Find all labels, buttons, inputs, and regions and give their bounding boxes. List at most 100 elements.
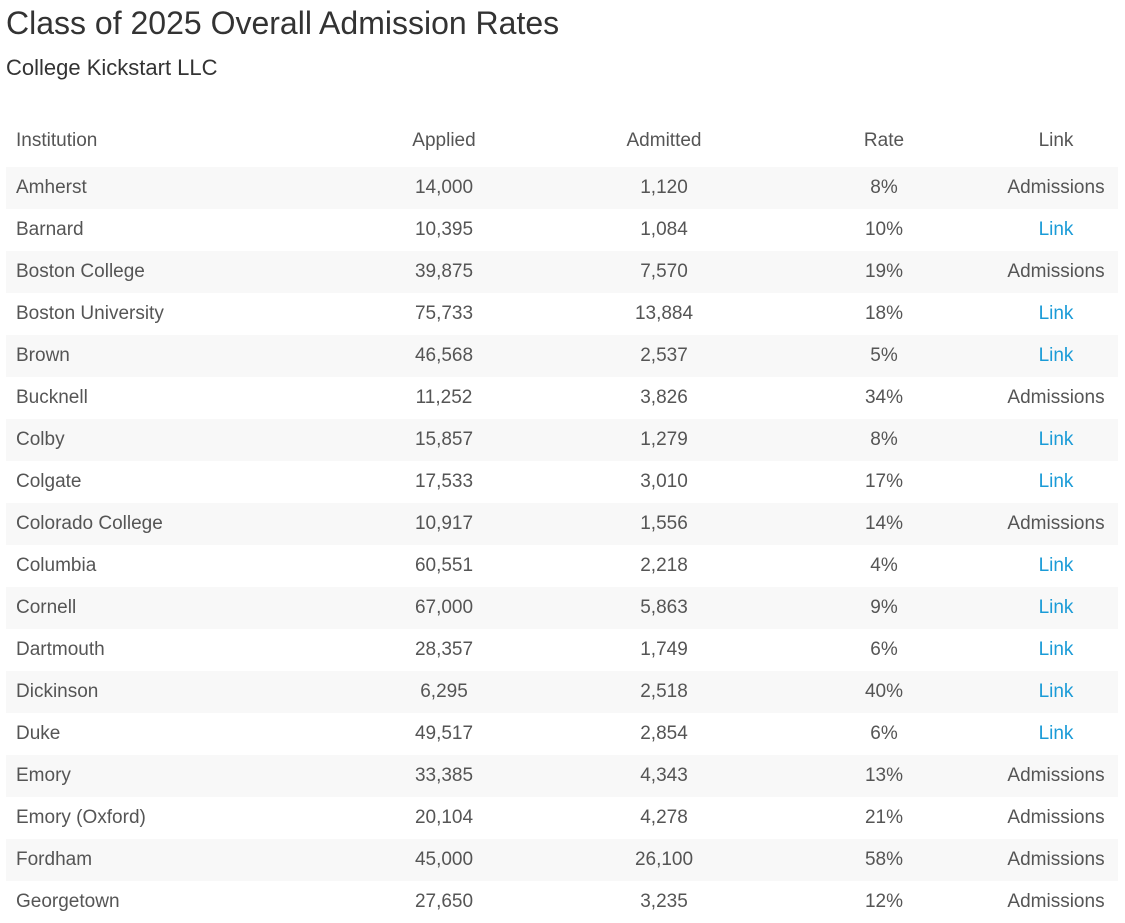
- cell-admitted: 26,100: [554, 839, 774, 881]
- cell-rate: 21%: [774, 797, 994, 839]
- column-header-rate[interactable]: Rate: [863, 130, 905, 151]
- cell-institution: Amherst: [6, 165, 334, 209]
- cell-admitted: 2,537: [554, 335, 774, 377]
- admissions-link[interactable]: Link: [1038, 429, 1074, 450]
- table-row: Fordham 45,000 26,100 58% Admissions: [6, 839, 1118, 881]
- admissions-link[interactable]: Link: [1038, 723, 1074, 744]
- admissions-link[interactable]: Link: [1038, 219, 1074, 240]
- admissions-link[interactable]: Link: [1038, 345, 1074, 366]
- table-header: Institution Applied Admitted Rate Link: [6, 119, 1118, 165]
- cell-admitted: 3,235: [554, 881, 774, 923]
- cell-rate: 34%: [774, 377, 994, 419]
- cell-rate: 17%: [774, 461, 994, 503]
- cell-rate: 10%: [774, 209, 994, 251]
- cell-institution: Duke: [6, 713, 334, 755]
- cell-admitted: 1,749: [554, 629, 774, 671]
- admissions-link[interactable]: Link: [1038, 681, 1074, 702]
- column-header-link[interactable]: Link: [1038, 130, 1074, 151]
- cell-admitted: 2,518: [554, 671, 774, 713]
- admissions-text: Admissions: [1007, 261, 1105, 282]
- admissions-link[interactable]: Link: [1038, 555, 1074, 576]
- admissions-text: Admissions: [1007, 513, 1105, 534]
- cell-applied: 10,395: [334, 209, 554, 251]
- cell-link: Admissions: [994, 755, 1118, 797]
- table-row: Columbia 60,551 2,218 4% Link: [6, 545, 1118, 587]
- table-row: Emory (Oxford) 20,104 4,278 21% Admissions: [6, 797, 1118, 839]
- cell-link: Admissions: [994, 165, 1118, 209]
- admission-rates-table-container: Institution Applied Admitted Rate Link A…: [6, 119, 1118, 923]
- cell-institution: Boston College: [6, 251, 334, 293]
- cell-applied: 14,000: [334, 165, 554, 209]
- cell-institution: Bucknell: [6, 377, 334, 419]
- column-header-institution[interactable]: Institution: [16, 130, 98, 151]
- admissions-link[interactable]: Link: [1038, 639, 1074, 660]
- table-row: Emory 33,385 4,343 13% Admissions: [6, 755, 1118, 797]
- cell-rate: 58%: [774, 839, 994, 881]
- page-title: Class of 2025 Overall Admission Rates: [6, 5, 560, 41]
- cell-institution: Fordham: [6, 839, 334, 881]
- cell-applied: 15,857: [334, 419, 554, 461]
- cell-rate: 6%: [774, 713, 994, 755]
- table-row: Cornell 67,000 5,863 9% Link: [6, 587, 1118, 629]
- cell-admitted: 3,010: [554, 461, 774, 503]
- cell-institution: Colorado College: [6, 503, 334, 545]
- cell-link: Admissions: [994, 251, 1118, 293]
- column-header-applied[interactable]: Applied: [412, 130, 476, 151]
- cell-institution: Dartmouth: [6, 629, 334, 671]
- page-subtitle: College Kickstart LLC: [6, 55, 218, 80]
- cell-applied: 39,875: [334, 251, 554, 293]
- table-row: Dickinson 6,295 2,518 40% Link: [6, 671, 1118, 713]
- admissions-link[interactable]: Link: [1038, 303, 1074, 324]
- cell-admitted: 1,084: [554, 209, 774, 251]
- cell-link: Admissions: [994, 881, 1118, 923]
- cell-link: Link: [994, 545, 1118, 587]
- cell-rate: 18%: [774, 293, 994, 335]
- admissions-link[interactable]: Link: [1038, 471, 1074, 492]
- cell-link: Link: [994, 293, 1118, 335]
- admissions-text: Admissions: [1007, 891, 1105, 912]
- table-row: Dartmouth 28,357 1,749 6% Link: [6, 629, 1118, 671]
- cell-admitted: 4,278: [554, 797, 774, 839]
- admissions-text: Admissions: [1007, 765, 1105, 786]
- cell-link: Admissions: [994, 377, 1118, 419]
- table-row: Colby 15,857 1,279 8% Link: [6, 419, 1118, 461]
- admissions-text: Admissions: [1007, 849, 1105, 870]
- table-header-row: Institution Applied Admitted Rate Link: [6, 119, 1118, 165]
- cell-institution: Colby: [6, 419, 334, 461]
- column-header-admitted[interactable]: Admitted: [626, 130, 702, 151]
- table-row: Boston University 75,733 13,884 18% Link: [6, 293, 1118, 335]
- cell-admitted: 3,826: [554, 377, 774, 419]
- admission-rates-table: Institution Applied Admitted Rate Link A…: [6, 119, 1118, 923]
- cell-rate: 12%: [774, 881, 994, 923]
- cell-link: Link: [994, 587, 1118, 629]
- cell-admitted: 2,218: [554, 545, 774, 587]
- table-row: Duke 49,517 2,854 6% Link: [6, 713, 1118, 755]
- table-row: Georgetown 27,650 3,235 12% Admissions: [6, 881, 1118, 923]
- cell-applied: 6,295: [334, 671, 554, 713]
- cell-link: Admissions: [994, 503, 1118, 545]
- cell-rate: 8%: [774, 419, 994, 461]
- cell-link: Link: [994, 419, 1118, 461]
- table-row: Bucknell 11,252 3,826 34% Admissions: [6, 377, 1118, 419]
- admissions-link[interactable]: Link: [1038, 597, 1074, 618]
- cell-applied: 27,650: [334, 881, 554, 923]
- cell-link: Link: [994, 629, 1118, 671]
- table-row: Colgate 17,533 3,010 17% Link: [6, 461, 1118, 503]
- cell-institution: Cornell: [6, 587, 334, 629]
- cell-applied: 20,104: [334, 797, 554, 839]
- cell-admitted: 5,863: [554, 587, 774, 629]
- cell-applied: 33,385: [334, 755, 554, 797]
- cell-institution: Boston University: [6, 293, 334, 335]
- cell-rate: 8%: [774, 165, 994, 209]
- cell-applied: 49,517: [334, 713, 554, 755]
- table-row: Colorado College 10,917 1,556 14% Admissions: [6, 503, 1118, 545]
- cell-admitted: 1,279: [554, 419, 774, 461]
- cell-admitted: 2,854: [554, 713, 774, 755]
- cell-admitted: 1,556: [554, 503, 774, 545]
- table-body: Amherst 14,000 1,120 8% Admissions Barnard 10,…: [6, 165, 1118, 923]
- cell-applied: 60,551: [334, 545, 554, 587]
- cell-institution: Barnard: [6, 209, 334, 251]
- table-row: Boston College 39,875 7,570 19% Admissions: [6, 251, 1118, 293]
- admissions-text: Admissions: [1007, 387, 1105, 408]
- admissions-text: Admissions: [1007, 177, 1105, 198]
